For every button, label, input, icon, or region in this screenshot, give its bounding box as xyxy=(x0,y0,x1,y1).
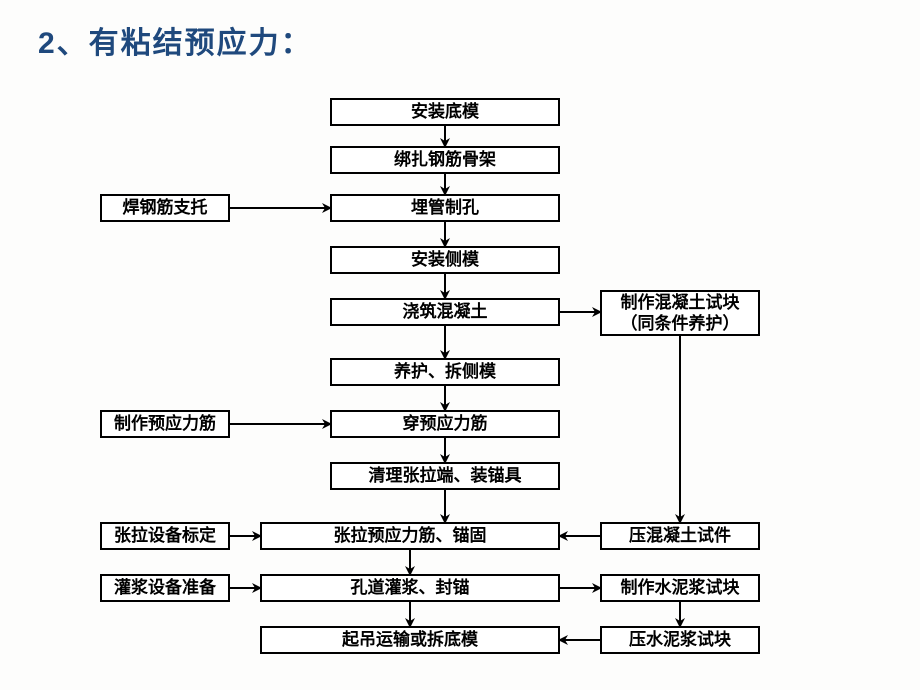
flow-node-s1: 焊钢筋支托 xyxy=(100,194,230,222)
flow-node-s2: 制作预应力筋 xyxy=(100,410,230,438)
flow-node-s3: 张拉设备标定 xyxy=(100,522,230,550)
flow-node-n2: 绑扎钢筋骨架 xyxy=(330,146,560,174)
flow-node-n4: 安装侧模 xyxy=(330,246,560,274)
flow-node-r1: 制作混凝土试块 （同条件养护） xyxy=(600,290,760,336)
flow-node-s4: 灌浆设备准备 xyxy=(100,574,230,602)
flow-node-n6: 养护、拆侧模 xyxy=(330,358,560,386)
flow-node-n11: 起吊运输或拆底模 xyxy=(260,626,560,654)
flow-node-r2: 压混凝土试件 xyxy=(600,522,760,550)
flow-node-r4: 压水泥浆试块 xyxy=(600,626,760,654)
flow-node-n8: 清理张拉端、装锚具 xyxy=(330,462,560,490)
flow-node-n9: 张拉预应力筋、锚固 xyxy=(260,522,560,550)
flow-node-r3: 制作水泥浆试块 xyxy=(600,574,760,602)
flow-node-n7: 穿预应力筋 xyxy=(330,410,560,438)
flow-node-n10: 孔道灌浆、封锚 xyxy=(260,574,560,602)
flow-node-n5: 浇筑混凝土 xyxy=(330,298,560,326)
flow-node-n3: 埋管制孔 xyxy=(330,194,560,222)
flow-node-n1: 安装底模 xyxy=(330,98,560,126)
flowchart-canvas: 安装底模绑扎钢筋骨架焊钢筋支托 埋管制孔安装侧模浇筑混凝土 制作混凝土试块 （同条件… xyxy=(0,0,920,690)
